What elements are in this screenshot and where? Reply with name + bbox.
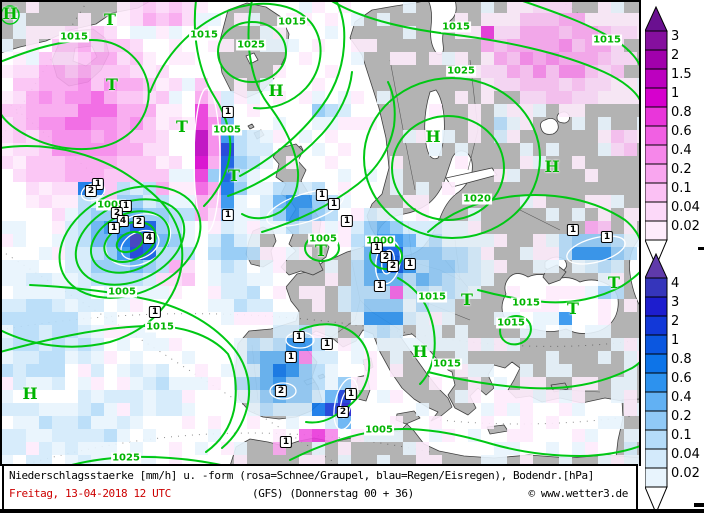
snow-scale-arrow-top [644, 5, 668, 32]
rain-scale-cell [644, 277, 668, 298]
rain-scale-value: 0.2 [671, 409, 692, 424]
snow-scale-value: 0.1 [671, 181, 692, 196]
rain-scale-value: 0.8 [671, 352, 692, 367]
legend-tick-top [698, 247, 704, 250]
rain-scale-value: 3 [671, 295, 679, 310]
rain-scale-cell [644, 410, 668, 431]
rain-scale-cell [644, 296, 668, 317]
rain-scale-cell [644, 334, 668, 355]
snow-scale-legend: 3 2 1.5 1 0.8 0.6 0.4 0.2 0.1 0.04 0.02 [644, 5, 704, 268]
rain-scale-cell [644, 372, 668, 393]
rain-scale-value: 0.6 [671, 371, 692, 386]
caption-box: Niederschlagsstaerke [mm/h] u. -form (ro… [2, 464, 638, 511]
snow-scale-cell [644, 68, 668, 89]
rain-scale-arrow-bottom [644, 486, 668, 513]
rain-scale-value: 0.02 [671, 466, 700, 481]
snow-scale-value: 0.8 [671, 105, 692, 120]
snow-scale-cell [644, 163, 668, 184]
snow-scale-value: 1 [671, 86, 679, 101]
rain-scale-cell [644, 467, 668, 488]
rain-scale-value: 4 [671, 276, 679, 291]
snow-scale-svg: 3 2 1.5 1 0.8 0.6 0.4 0.2 0.1 0.04 0.02 [644, 5, 700, 268]
map-area: 1015 1015 1025 1015 1015 1025 1015 1005 1005 1005… [0, 0, 641, 466]
map-legend-separator [639, 0, 641, 466]
valid-datetime: Freitag, 13-04-2018 12 UTC [9, 487, 171, 500]
rain-scale-cell [644, 448, 668, 469]
rain-scale-value: 0.04 [671, 447, 700, 462]
snow-scale-value: 0.02 [671, 219, 700, 234]
rain-scale-cell [644, 391, 668, 412]
snow-scale-cell [644, 49, 668, 70]
model-run-info: (GFS) (Donnerstag 00 + 36) [252, 487, 414, 500]
frame-top [0, 0, 641, 2]
snow-scale-cell [644, 30, 668, 51]
snow-scale-value: 3 [671, 29, 679, 44]
rain-scale-value: 1 [671, 333, 679, 348]
snow-scale-value: 0.6 [671, 124, 692, 139]
rain-scale-cell [644, 429, 668, 450]
isobar-layer [0, 0, 641, 466]
caption-title: Niederschlagsstaerke [mm/h] u. -form (ro… [9, 469, 594, 482]
rain-scale-value: 2 [671, 314, 679, 329]
snow-scale-cell [644, 106, 668, 127]
snow-scale-cell [644, 182, 668, 203]
snow-scale-cell [644, 125, 668, 146]
credit-link[interactable]: © www.wetter3.de [528, 487, 628, 500]
snow-scale-value: 1.5 [671, 67, 692, 82]
snow-scale-cell [644, 220, 668, 241]
frame-bottom [0, 509, 704, 513]
rain-scale-cell [644, 315, 668, 336]
lake-ladoga [540, 118, 559, 135]
rain-scale-svg: 4 3 2 1 0.8 0.6 0.4 0.2 0.1 0.04 0.02 [644, 252, 700, 513]
legend-tick-bottom [694, 503, 704, 507]
rain-scale-value: 0.1 [671, 428, 692, 443]
snow-scale-value: 0.4 [671, 143, 692, 158]
rain-scale-legend: 4 3 2 1 0.8 0.6 0.4 0.2 0.1 0.04 0.02 [644, 252, 704, 513]
snow-scale-value: 0.04 [671, 200, 700, 215]
rain-scale-cell [644, 353, 668, 374]
caption-line2: Freitag, 13-04-2018 12 UTC (GFS) (Donner… [4, 487, 636, 505]
snow-scale-value: 2 [671, 48, 679, 63]
snow-scale-cell [644, 201, 668, 222]
snow-scale-cell [644, 87, 668, 108]
europe-precipitation-map [0, 0, 641, 466]
snow-scale-value: 0.2 [671, 162, 692, 177]
rain-scale-value: 0.4 [671, 390, 692, 405]
snow-scale-cell [644, 144, 668, 165]
frame-left [0, 0, 2, 466]
rain-scale-arrow-top [644, 252, 668, 279]
